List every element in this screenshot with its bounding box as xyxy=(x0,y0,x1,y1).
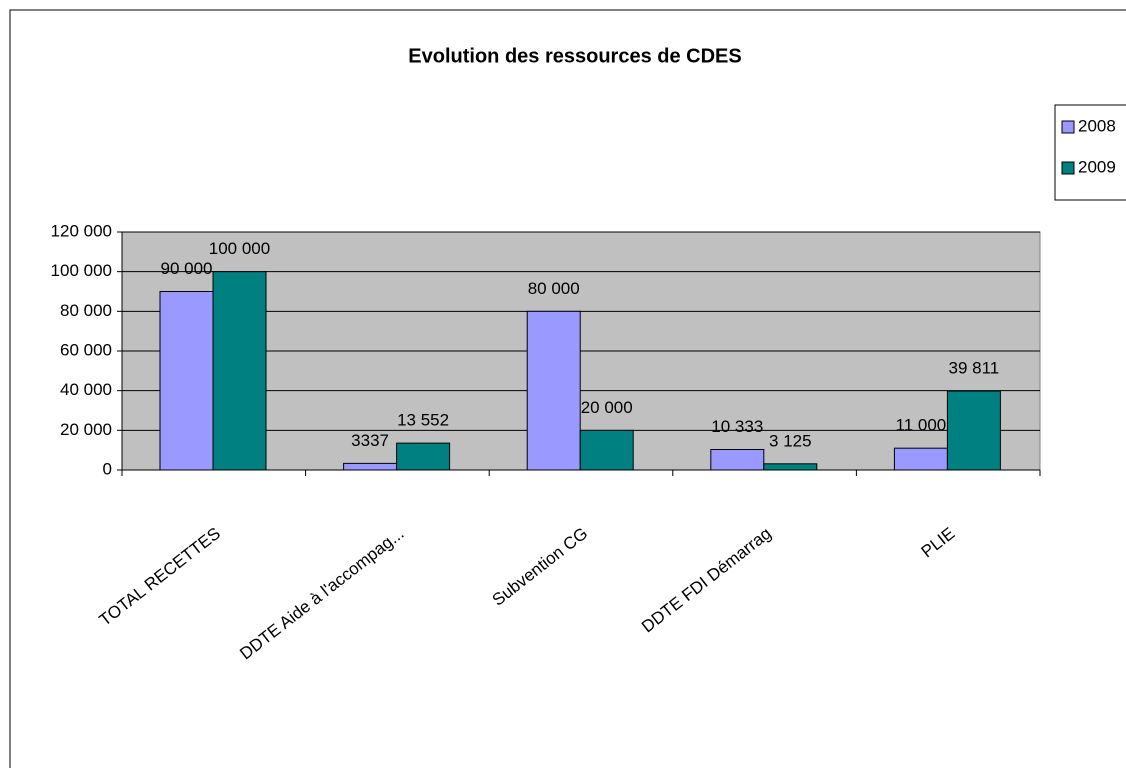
y-tick-label: 20 000 xyxy=(60,420,112,439)
data-label: 3337 xyxy=(351,431,389,450)
bar xyxy=(946,390,1001,471)
data-label: 11 000 xyxy=(896,416,947,435)
bar xyxy=(396,442,451,471)
data-label: 80 000 xyxy=(528,279,580,298)
y-tick-label: 60 000 xyxy=(60,340,112,359)
bar xyxy=(710,449,765,471)
bar xyxy=(763,463,818,471)
y-tick-label: 120 000 xyxy=(51,221,112,240)
data-label: 100 000 xyxy=(209,239,270,258)
data-label: 20 000 xyxy=(581,398,633,417)
data-label: 3 125 xyxy=(769,431,812,450)
legend-swatch xyxy=(1061,161,1075,175)
bar xyxy=(526,310,581,471)
y-tick-label: 0 xyxy=(103,459,112,478)
legend-swatch xyxy=(1061,120,1075,134)
legend-label: 2008 xyxy=(1078,116,1116,135)
bar xyxy=(159,291,214,471)
data-label: 90 000 xyxy=(161,259,213,278)
bar xyxy=(212,271,267,471)
legend-label: 2009 xyxy=(1078,157,1116,176)
data-label: 39 811 xyxy=(949,359,1000,378)
bar xyxy=(579,429,634,471)
y-tick-label: 40 000 xyxy=(60,380,112,399)
chart-title: Evolution des ressources de CDES xyxy=(408,45,741,67)
data-label: 10 333 xyxy=(711,417,763,436)
y-tick-label: 80 000 xyxy=(60,301,112,320)
bar xyxy=(343,462,398,471)
y-tick-label: 100 000 xyxy=(51,261,112,280)
bar xyxy=(893,447,948,471)
data-label: 13 552 xyxy=(397,411,449,430)
